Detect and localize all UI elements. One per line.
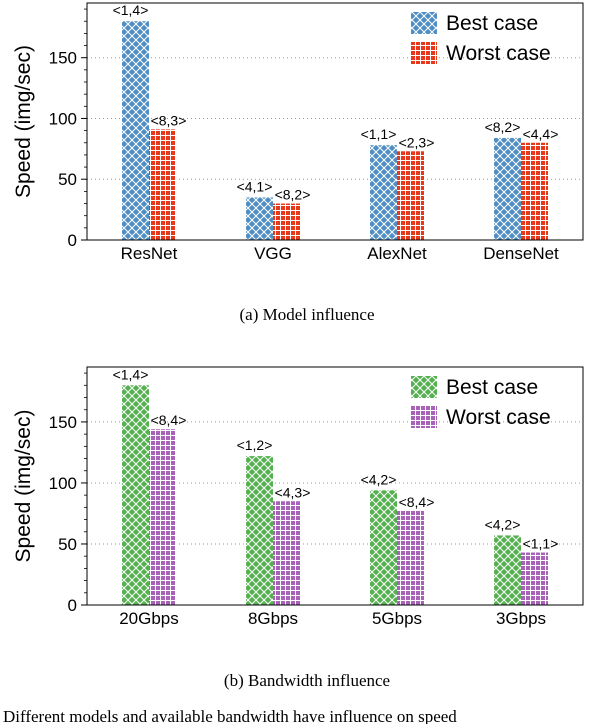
y-axis-label: Speed (img/sec)	[12, 410, 35, 563]
bar-best-case-20gbps	[122, 385, 149, 605]
y-tick-label: 150	[49, 413, 77, 432]
data-label: <8,2>	[275, 187, 311, 203]
data-label: <4,3>	[275, 484, 311, 500]
y-tick-label: 100	[49, 109, 77, 128]
x-tick-label: 8Gbps	[248, 609, 298, 628]
data-label: <8,4>	[151, 412, 187, 428]
data-label: <8,4>	[399, 494, 435, 510]
bar-worst-case-densenet	[521, 142, 548, 240]
bar-best-case-vgg	[246, 197, 273, 240]
x-tick-label: 5Gbps	[372, 609, 422, 628]
bar-worst-case-vgg	[273, 203, 300, 240]
data-label: <2,3>	[399, 134, 435, 150]
figure-footer-text: 3. Different models and available bandwi…	[0, 707, 457, 724]
legend-swatch-worst-case	[411, 406, 437, 428]
y-tick-label: 0	[68, 231, 77, 250]
data-label: <1,1>	[361, 126, 397, 142]
y-tick-label: 50	[58, 535, 77, 554]
x-tick-label: DenseNet	[483, 244, 559, 263]
x-tick-label: ResNet	[121, 244, 178, 263]
legend-label: Worst case	[446, 406, 551, 429]
y-axis-label: Speed (img/sec)	[12, 45, 35, 198]
data-label: <1,4>	[113, 366, 149, 382]
bar-best-case-alexnet	[370, 145, 397, 240]
legend-label: Best case	[446, 376, 538, 399]
x-tick-label: VGG	[254, 244, 292, 263]
legend-swatch-best-case	[411, 376, 437, 398]
data-label: <8,2>	[485, 119, 521, 135]
bar-best-case-3gbps	[494, 535, 521, 605]
y-tick-label: 100	[49, 474, 77, 493]
data-label: <4,2>	[361, 471, 397, 487]
x-tick-label: 20Gbps	[119, 609, 179, 628]
data-label: <8,3>	[151, 112, 187, 128]
data-label: <1,2>	[237, 437, 273, 453]
data-label: <1,1>	[523, 536, 559, 552]
bar-worst-case-3gbps	[521, 552, 548, 605]
bar-best-case-8gbps	[246, 456, 273, 605]
caption-bandwidth-influence: (b) Bandwidth influence	[224, 671, 390, 690]
chart-model-influence: <1,4><8,3>ResNet<4,1><8,2>VGG<1,1><2,3>A…	[12, 2, 584, 263]
caption-model-influence: (a) Model influence	[240, 305, 375, 324]
bar-best-case-resnet	[122, 21, 149, 240]
bar-worst-case-8gbps	[273, 501, 300, 605]
data-label: <4,2>	[485, 516, 521, 532]
legend-label: Best case	[446, 12, 538, 35]
bar-worst-case-5gbps	[397, 511, 424, 605]
bar-worst-case-20gbps	[149, 429, 176, 605]
data-label: <4,4>	[523, 126, 559, 142]
y-tick-label: 0	[68, 596, 77, 615]
legend-label: Worst case	[446, 42, 551, 65]
bar-worst-case-resnet	[149, 129, 176, 240]
chart-bandwidth-influence: <1,4><8,4>20Gbps<1,2><4,3>8Gbps<4,2><8,4…	[12, 366, 584, 628]
bar-best-case-densenet	[494, 137, 521, 240]
data-label: <4,1>	[237, 178, 273, 194]
x-tick-label: AlexNet	[367, 244, 427, 263]
legend-swatch-worst-case	[411, 42, 437, 64]
y-tick-label: 50	[58, 170, 77, 189]
plot-frame	[86, 366, 584, 606]
bar-worst-case-alexnet	[397, 151, 424, 240]
plot-frame	[86, 2, 584, 241]
data-label: <1,4>	[113, 2, 149, 18]
y-tick-label: 150	[49, 49, 77, 68]
legend-swatch-best-case	[411, 12, 437, 34]
x-tick-label: 3Gbps	[496, 609, 546, 628]
bar-best-case-5gbps	[370, 490, 397, 605]
